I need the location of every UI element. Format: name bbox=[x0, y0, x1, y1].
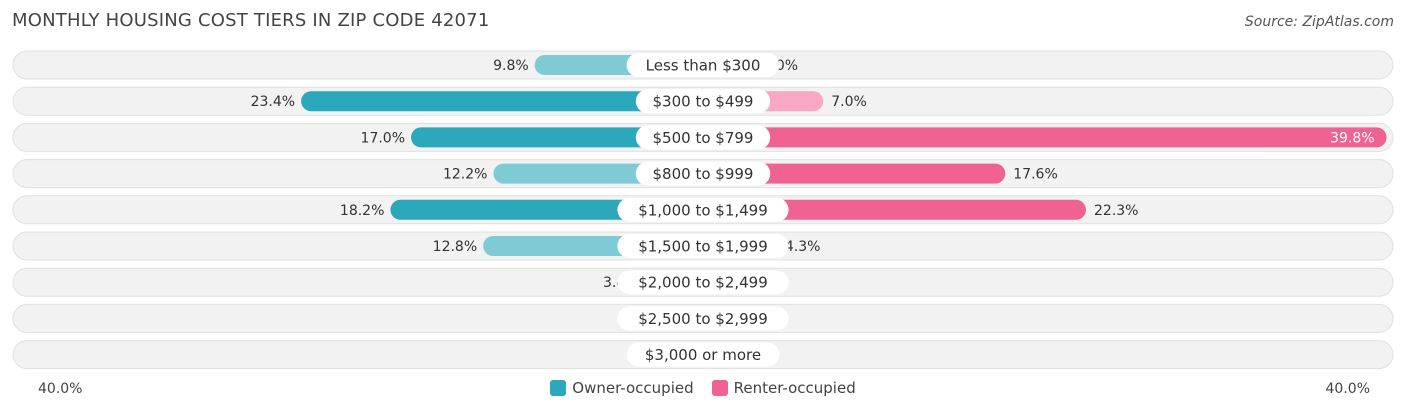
owner-value-label: 12.8% bbox=[433, 239, 477, 255]
renter-value-label: 17.6% bbox=[1013, 167, 1057, 183]
renter-value-label: 7.0% bbox=[831, 94, 867, 110]
legend-item-owner[interactable]: Owner-occupied bbox=[550, 379, 694, 397]
legend-label-owner: Owner-occupied bbox=[572, 379, 694, 397]
legend-swatch-renter bbox=[711, 380, 728, 396]
category-label: $1,000 to $1,499 bbox=[638, 201, 768, 219]
renter-bar bbox=[703, 163, 1006, 184]
category-label: $2,000 to $2,499 bbox=[638, 274, 768, 292]
chart-title: MONTHLY HOUSING COST TIERS IN ZIP CODE 4… bbox=[12, 10, 490, 31]
category-label: $3,000 or more bbox=[645, 346, 761, 364]
axis-max-label: 40.0% bbox=[1325, 381, 1370, 397]
renter-value-label: 22.3% bbox=[1094, 203, 1138, 219]
category-label: Less than $300 bbox=[646, 57, 761, 75]
category-label: $300 to $499 bbox=[653, 93, 754, 111]
owner-value-label: 12.2% bbox=[443, 167, 487, 183]
category-label: $500 to $799 bbox=[653, 129, 754, 147]
owner-value-label: 17.0% bbox=[361, 130, 405, 146]
category-label: $2,500 to $2,999 bbox=[638, 310, 768, 328]
renter-bar bbox=[703, 199, 1087, 220]
chart-source: Source: ZipAtlas.com bbox=[1244, 14, 1394, 30]
owner-value-label: 23.4% bbox=[251, 94, 295, 110]
category-pill bbox=[626, 342, 780, 367]
legend-swatch-owner bbox=[550, 380, 567, 396]
category-pill bbox=[635, 161, 771, 186]
legend: Owner-occupied Renter-occupied bbox=[0, 379, 1406, 397]
category-label: $800 to $999 bbox=[653, 165, 754, 183]
owner-value-label: 18.2% bbox=[340, 203, 384, 219]
axis-min-label: 40.0% bbox=[38, 381, 83, 397]
category-pill bbox=[617, 306, 789, 331]
category-pill bbox=[635, 125, 771, 150]
category-pill bbox=[626, 53, 780, 77]
owner-bar bbox=[411, 127, 703, 148]
category-pill bbox=[617, 270, 789, 295]
owner-bar bbox=[301, 91, 703, 112]
renter-value-label: 4.3% bbox=[785, 239, 821, 255]
renter-value-label: 39.8% bbox=[1330, 130, 1374, 146]
legend-item-renter[interactable]: Renter-occupied bbox=[711, 379, 856, 397]
category-pill bbox=[617, 197, 789, 222]
category-label: $1,500 to $1,999 bbox=[638, 238, 768, 256]
owner-value-label: 9.8% bbox=[493, 58, 529, 74]
legend-label-renter: Renter-occupied bbox=[733, 379, 856, 397]
category-pill bbox=[617, 234, 789, 258]
category-pill bbox=[635, 89, 771, 114]
renter-bar bbox=[703, 127, 1387, 148]
